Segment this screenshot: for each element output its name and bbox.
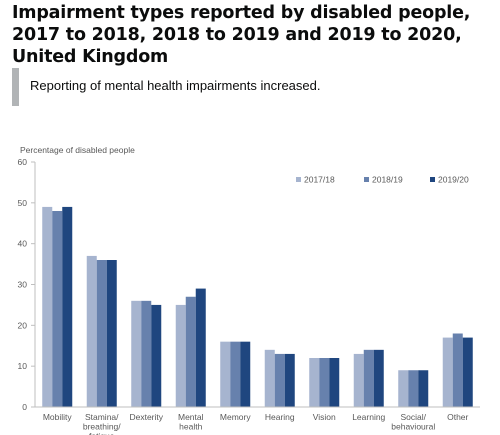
x-tick-label: Hearing bbox=[265, 412, 295, 422]
bar bbox=[373, 349, 384, 407]
bar bbox=[195, 288, 206, 407]
bar bbox=[442, 337, 453, 407]
bar bbox=[175, 304, 186, 407]
bar bbox=[52, 211, 63, 407]
bar bbox=[230, 341, 241, 407]
bar bbox=[240, 341, 251, 407]
bar bbox=[131, 300, 142, 407]
bar bbox=[274, 353, 285, 407]
bar bbox=[284, 353, 295, 407]
legend-label: 2018/19 bbox=[372, 175, 403, 185]
bar bbox=[62, 206, 73, 407]
bar bbox=[363, 349, 374, 407]
legend-label: 2017/18 bbox=[304, 175, 335, 185]
callout-bar bbox=[12, 68, 19, 106]
bar bbox=[96, 260, 107, 407]
x-tick-label: Learning bbox=[352, 412, 385, 422]
x-tick-label: Stamina/breathing/fatigue bbox=[83, 412, 121, 435]
y-tick-label: 20 bbox=[18, 320, 28, 330]
y-tick-label: 60 bbox=[18, 157, 28, 167]
bar bbox=[220, 341, 231, 407]
x-axis: Mobility Stamina/breathing/fatigue Dexteri… bbox=[35, 406, 480, 435]
bars bbox=[42, 206, 473, 407]
y-tick-label: 10 bbox=[18, 361, 28, 371]
legend-swatch bbox=[364, 177, 369, 182]
bar bbox=[185, 296, 196, 407]
x-tick-label: Mental health bbox=[178, 412, 204, 432]
x-tick-label: Mobility bbox=[43, 412, 73, 422]
y-tick-label: 50 bbox=[18, 198, 28, 208]
x-tick-label: Other bbox=[447, 412, 468, 422]
x-tick-label: Vision bbox=[313, 412, 336, 422]
bar-chart: Percentage of disabled people 0 10 20 30 40 5… bbox=[18, 145, 480, 435]
bar bbox=[452, 333, 463, 407]
bar bbox=[329, 358, 340, 407]
x-tick-label: Dexterity bbox=[129, 412, 163, 422]
x-tick-label: Social/behavioural bbox=[391, 412, 435, 432]
bar bbox=[151, 304, 162, 407]
bar bbox=[264, 349, 275, 407]
bar bbox=[309, 358, 320, 407]
y-tick-label: 40 bbox=[18, 239, 28, 249]
callout-text: Reporting of mental health impairments i… bbox=[30, 78, 321, 93]
legend-swatch bbox=[430, 177, 435, 182]
page-title: Impairment types reported by disabled pe… bbox=[12, 3, 471, 67]
y-tick-label: 30 bbox=[18, 280, 28, 290]
bar bbox=[462, 337, 473, 407]
bar bbox=[42, 206, 53, 407]
y-axis-label: Percentage of disabled people bbox=[20, 145, 135, 155]
bar bbox=[319, 358, 330, 407]
bar bbox=[106, 260, 117, 407]
legend-label: 2019/20 bbox=[438, 175, 469, 185]
callout: Reporting of mental health impairments i… bbox=[12, 68, 488, 106]
bar bbox=[86, 255, 97, 407]
bar bbox=[408, 370, 419, 407]
y-tick-label: 0 bbox=[22, 402, 27, 412]
legend-swatch bbox=[296, 177, 301, 182]
y-axis: 0 10 20 30 40 50 60 bbox=[18, 157, 36, 412]
bar bbox=[398, 370, 409, 407]
x-tick-label: Memory bbox=[220, 412, 251, 422]
bar bbox=[418, 370, 429, 407]
legend: 2017/18 2018/19 2019/20 bbox=[296, 175, 469, 185]
bar bbox=[353, 353, 364, 407]
bar bbox=[141, 300, 152, 407]
